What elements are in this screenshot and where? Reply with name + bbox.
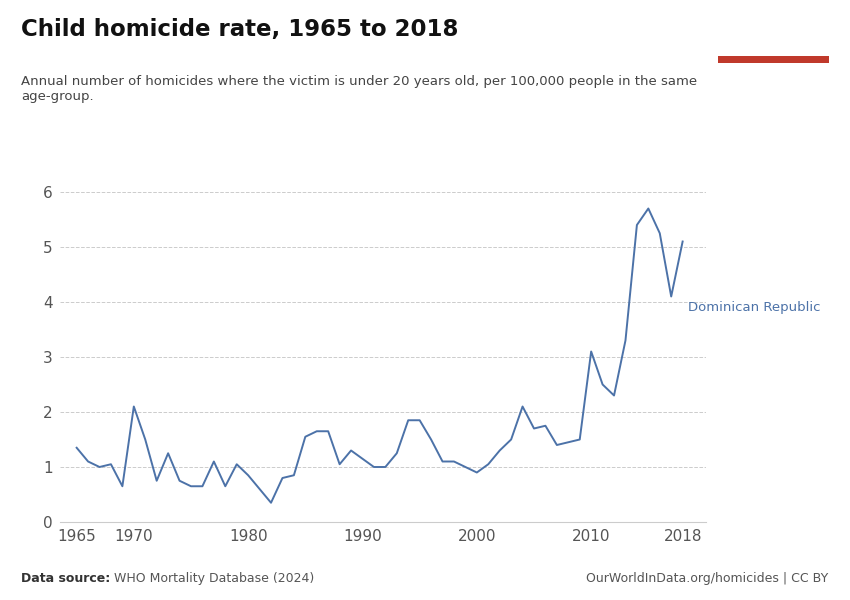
Text: Annual number of homicides where the victim is under 20 years old, per 100,000 p: Annual number of homicides where the vic…: [21, 75, 697, 103]
Text: Dominican Republic: Dominican Republic: [688, 301, 821, 314]
Text: OurWorldInData.org/homicides | CC BY: OurWorldInData.org/homicides | CC BY: [586, 572, 829, 585]
Text: Data source:: Data source:: [21, 572, 111, 585]
Text: Our World: Our World: [745, 23, 802, 34]
Bar: [718, 56, 829, 63]
Text: in Data: in Data: [754, 38, 793, 47]
Text: WHO Mortality Database (2024): WHO Mortality Database (2024): [110, 572, 314, 585]
Text: Child homicide rate, 1965 to 2018: Child homicide rate, 1965 to 2018: [21, 18, 459, 41]
